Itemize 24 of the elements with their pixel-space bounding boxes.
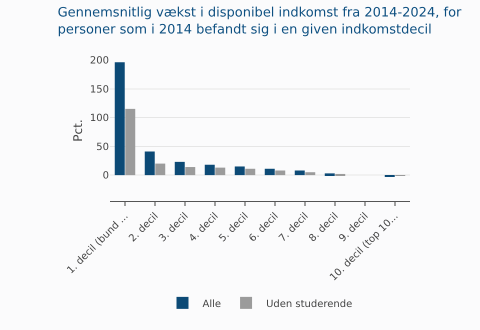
- y-tick-label: 200: [90, 56, 109, 66]
- bar: [324, 173, 335, 176]
- bar: [215, 168, 226, 176]
- bar: [305, 172, 316, 176]
- y-tick-label: 150: [90, 84, 109, 96]
- chart-title: Gennemsnitlig vækst i disponibel indkomst fra 2014-2024, for personer som i 2014 befandt sig i en given indkomstdecil: [58, 6, 462, 38]
- y-tick-label: 100: [90, 113, 109, 124]
- bar: [245, 168, 256, 176]
- y-axis-title: Pct.: [71, 119, 86, 142]
- bar: [264, 168, 275, 176]
- legend-label: Uden studerende: [266, 298, 352, 310]
- bar: [234, 166, 245, 176]
- bar: [185, 167, 196, 176]
- bar: [125, 108, 136, 176]
- bar: [144, 152, 155, 176]
- y-tick-label: 50: [96, 142, 109, 153]
- bar: [294, 170, 305, 176]
- bar: [114, 62, 125, 176]
- legend-label: Alle: [202, 298, 222, 310]
- y-tick-label: 0: [102, 170, 109, 182]
- bar: [174, 162, 185, 176]
- bar: [275, 170, 286, 176]
- bar: [204, 164, 215, 176]
- bar: [155, 164, 166, 176]
